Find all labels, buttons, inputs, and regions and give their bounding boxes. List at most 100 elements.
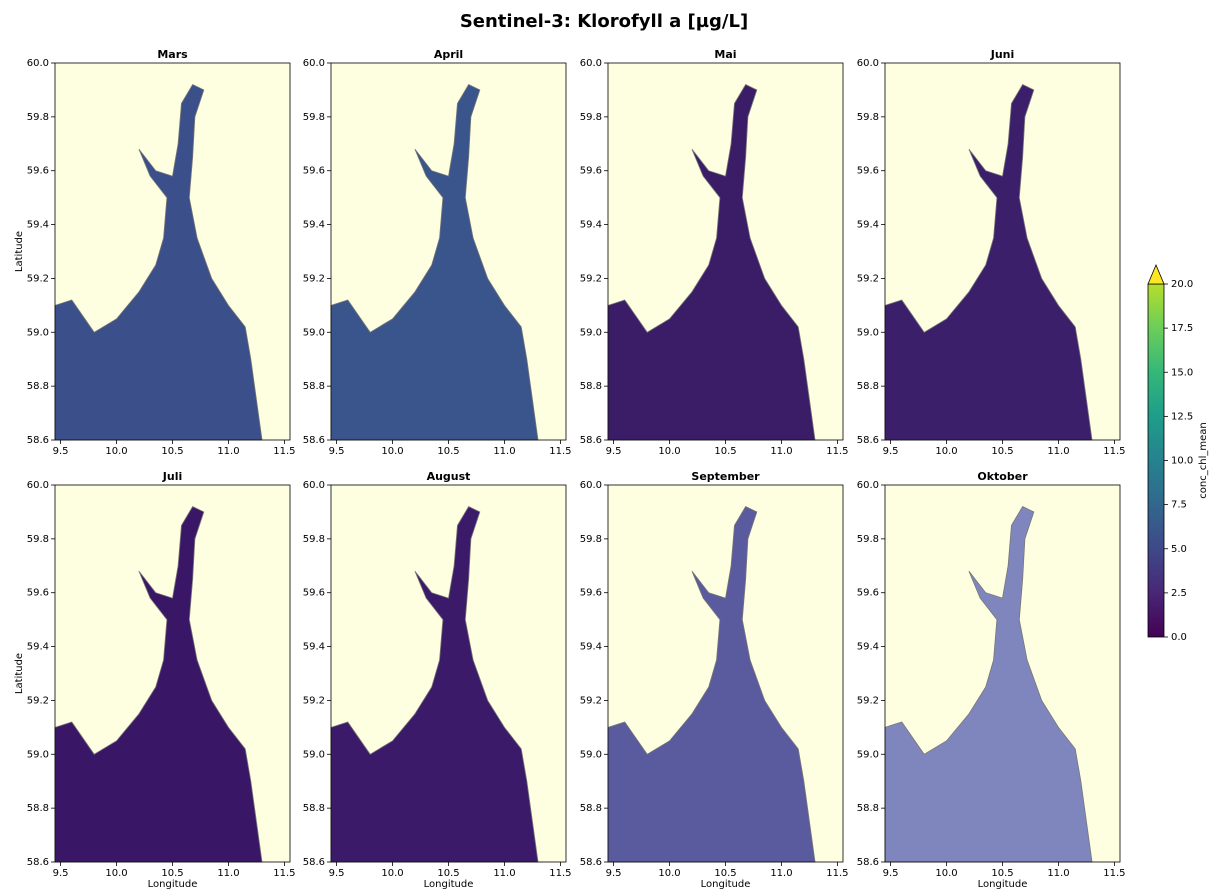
panel-title: April — [434, 48, 463, 61]
y-tick-label: 59.2 — [27, 695, 49, 706]
y-tick-label: 60.0 — [857, 58, 879, 69]
y-tick-label: 58.6 — [857, 857, 879, 868]
x-tick-label: 10.5 — [161, 446, 183, 457]
colorbar — [1147, 283, 1165, 638]
colorbar-tick-label: 5.0 — [1171, 544, 1187, 555]
y-tick-label: 59.4 — [580, 642, 602, 653]
y-tick-label: 59.6 — [303, 166, 325, 177]
y-axis-label: Latitude — [14, 231, 25, 272]
x-tick-label: 11.5 — [826, 446, 848, 457]
y-tick-label: 60.0 — [857, 480, 879, 491]
x-tick-label: 11.0 — [1047, 446, 1069, 457]
y-tick-label: 58.6 — [27, 435, 49, 446]
y-tick-label: 59.0 — [580, 749, 602, 760]
colorbar-tick-label: 0.0 — [1171, 632, 1187, 643]
colorbar-tick-label: 2.5 — [1171, 588, 1187, 599]
water-area — [884, 506, 1093, 863]
y-tick-label: 59.6 — [303, 588, 325, 599]
x-tick-label: 10.0 — [105, 868, 127, 879]
y-tick-label: 60.0 — [580, 58, 602, 69]
x-tick-label: 11.0 — [493, 446, 515, 457]
colorbar-tick-label: 20.0 — [1171, 279, 1193, 290]
colorbar-extension — [1147, 263, 1165, 285]
x-tick-label: 11.5 — [826, 868, 848, 879]
y-tick-label: 58.8 — [27, 381, 49, 392]
x-tick-label: 10.5 — [714, 868, 736, 879]
x-tick-label: 10.0 — [935, 446, 957, 457]
y-tick-label: 58.8 — [857, 803, 879, 814]
y-tick-label: 59.6 — [857, 588, 879, 599]
water-area — [330, 506, 539, 863]
y-tick-label: 60.0 — [27, 480, 49, 491]
x-tick-label: 9.5 — [883, 446, 899, 457]
x-tick-label: 10.0 — [658, 446, 680, 457]
x-tick-label: 11.5 — [1103, 446, 1125, 457]
y-tick-label: 59.6 — [580, 588, 602, 599]
panel-title: Oktober — [977, 470, 1028, 483]
y-tick-label: 59.6 — [857, 166, 879, 177]
x-tick-label: 11.0 — [217, 446, 239, 457]
y-tick-label: 59.0 — [303, 749, 325, 760]
panel-title: Juni — [990, 48, 1015, 61]
water-area — [54, 84, 263, 441]
x-tick-label: 11.0 — [770, 446, 792, 457]
y-tick-label: 59.2 — [303, 273, 325, 284]
y-tick-label: 59.2 — [857, 273, 879, 284]
y-tick-label: 58.8 — [857, 381, 879, 392]
x-tick-label: 10.0 — [658, 868, 680, 879]
x-tick-label: 10.5 — [714, 446, 736, 457]
y-tick-label: 59.0 — [27, 327, 49, 338]
x-tick-label: 9.5 — [606, 868, 622, 879]
panel-title: Mars — [157, 48, 188, 61]
y-tick-label: 59.0 — [857, 327, 879, 338]
y-tick-label: 59.6 — [27, 166, 49, 177]
y-tick-label: 59.2 — [580, 273, 602, 284]
x-tick-label: 11.5 — [549, 868, 571, 879]
x-tick-label: 10.5 — [437, 446, 459, 457]
y-tick-label: 58.6 — [303, 435, 325, 446]
y-tick-label: 59.8 — [303, 534, 325, 545]
x-tick-label: 11.0 — [1047, 868, 1069, 879]
x-tick-label: 9.5 — [329, 446, 345, 457]
y-tick-label: 58.6 — [303, 857, 325, 868]
y-tick-label: 60.0 — [303, 480, 325, 491]
y-tick-label: 60.0 — [303, 58, 325, 69]
y-tick-label: 58.8 — [580, 803, 602, 814]
y-tick-label: 59.0 — [27, 749, 49, 760]
y-tick-label: 58.6 — [580, 857, 602, 868]
colorbar-tick-label: 15.0 — [1171, 367, 1193, 378]
y-tick-label: 59.4 — [580, 220, 602, 231]
x-tick-label: 10.0 — [381, 446, 403, 457]
colorbar-tick-label: 7.5 — [1171, 500, 1187, 511]
x-tick-label: 10.5 — [161, 868, 183, 879]
y-tick-label: 59.6 — [580, 166, 602, 177]
x-tick-label: 10.0 — [935, 868, 957, 879]
x-tick-label: 9.5 — [606, 446, 622, 457]
y-tick-label: 59.2 — [857, 695, 879, 706]
water-area — [54, 506, 263, 863]
x-tick-label: 9.5 — [53, 868, 69, 879]
y-tick-label: 59.2 — [27, 273, 49, 284]
x-tick-label: 9.5 — [883, 868, 899, 879]
y-tick-label: 59.0 — [857, 749, 879, 760]
y-tick-label: 59.4 — [27, 220, 49, 231]
y-tick-label: 58.6 — [580, 435, 602, 446]
y-tick-label: 59.8 — [27, 534, 49, 545]
y-tick-label: 59.0 — [580, 327, 602, 338]
y-tick-label: 58.8 — [580, 381, 602, 392]
figure-title: Sentinel-3: Klorofyll a [µg/L] — [460, 11, 748, 32]
x-axis-label: Longitude — [701, 879, 751, 890]
y-tick-label: 58.8 — [303, 381, 325, 392]
y-tick-label: 58.8 — [27, 803, 49, 814]
panel-title: Mai — [714, 48, 736, 61]
x-tick-label: 11.0 — [493, 868, 515, 879]
y-tick-label: 58.6 — [27, 857, 49, 868]
colorbar-tick-label: 17.5 — [1171, 323, 1193, 334]
y-tick-label: 59.8 — [580, 112, 602, 123]
x-tick-label: 11.5 — [549, 446, 571, 457]
panel-title: September — [691, 470, 760, 483]
x-tick-label: 11.0 — [770, 868, 792, 879]
y-tick-label: 59.2 — [580, 695, 602, 706]
x-axis-label: Longitude — [424, 879, 474, 890]
